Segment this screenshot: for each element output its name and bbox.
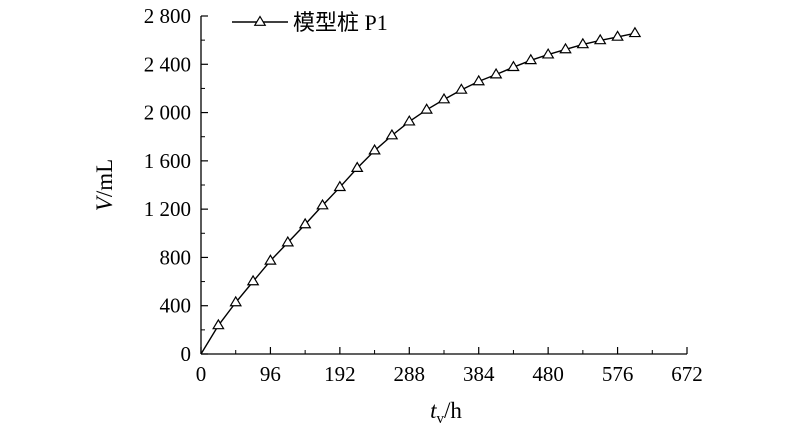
data-point xyxy=(489,67,503,79)
y-tick-label: 400 xyxy=(160,294,192,318)
y-tick-label: 800 xyxy=(160,245,192,269)
data-point xyxy=(541,47,555,59)
data-point xyxy=(333,180,347,192)
x-tick-label: 96 xyxy=(260,362,281,386)
data-point xyxy=(368,143,381,155)
x-tick-label: 192 xyxy=(324,362,356,386)
data-point xyxy=(472,74,485,86)
x-axis-title-unit: /h xyxy=(444,398,462,423)
x-axis-title-subscript: v xyxy=(437,411,445,427)
data-point xyxy=(524,53,538,65)
data-point xyxy=(281,235,295,247)
data-point xyxy=(350,161,364,172)
data-point xyxy=(593,33,607,45)
y-axis-title: V/mL xyxy=(92,159,117,211)
data-point xyxy=(246,274,260,286)
y-axis-title-unit: /mL xyxy=(92,159,117,197)
y-tick-label: 2 800 xyxy=(144,4,191,28)
x-axis-title-main: t xyxy=(430,398,437,423)
y-tick-label: 2 000 xyxy=(144,101,191,125)
legend-marker xyxy=(253,15,267,26)
data-point xyxy=(385,128,399,140)
data-point xyxy=(212,318,225,330)
y-tick-label: 1 200 xyxy=(144,197,191,221)
y-tick-label: 0 xyxy=(181,342,192,366)
data-point xyxy=(437,92,451,104)
y-tick-label: 2 400 xyxy=(144,52,191,76)
x-tick-label: 288 xyxy=(394,362,426,386)
data-point xyxy=(420,103,433,114)
data-point xyxy=(576,37,590,49)
x-tick-label: 480 xyxy=(532,362,564,386)
data-point xyxy=(316,198,329,210)
x-tick-label: 576 xyxy=(602,362,634,386)
data-point xyxy=(628,26,642,38)
x-tick-label: 672 xyxy=(671,362,703,386)
data-point xyxy=(611,30,624,41)
y-axis-title-main: V xyxy=(92,194,117,211)
y-tick-label: 1 600 xyxy=(144,149,191,173)
data-point xyxy=(264,254,277,265)
x-tick-label: 0 xyxy=(196,362,207,386)
x-axis-title: tv/h xyxy=(430,398,462,427)
data-point xyxy=(298,217,312,229)
data-point xyxy=(559,42,572,54)
data-point xyxy=(229,295,242,307)
data-point xyxy=(507,60,520,72)
data-point xyxy=(455,83,468,94)
legend-label: 模型桩 P1 xyxy=(293,10,388,35)
x-tick-label: 384 xyxy=(463,362,495,386)
series-line xyxy=(200,32,636,355)
data-point xyxy=(403,114,416,126)
